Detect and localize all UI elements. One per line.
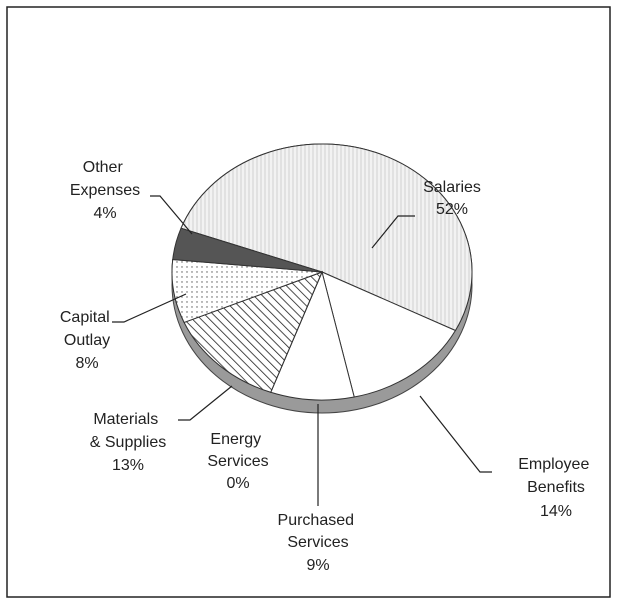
slice-pattern xyxy=(180,143,473,332)
slice-label: Materials & Supplies xyxy=(90,411,167,451)
slice-label: Employee Benefits xyxy=(518,456,594,496)
pie-slice xyxy=(321,271,457,398)
value-label: 13% xyxy=(112,457,144,474)
pie-slice xyxy=(270,270,355,401)
leader-line xyxy=(371,215,415,249)
value-label: 8% xyxy=(75,355,98,372)
value-label: 4% xyxy=(93,205,116,222)
leader-line xyxy=(178,385,233,421)
slice-label: Salaries xyxy=(423,179,481,196)
value-label: 14% xyxy=(540,503,572,520)
leader-line xyxy=(150,195,193,235)
slice-label: Other Expenses xyxy=(70,159,140,199)
value-label: 0% xyxy=(226,475,249,492)
slice-label: Capital Outlay xyxy=(60,309,114,349)
slice-label: Purchased Services xyxy=(278,512,359,551)
value-label: 9% xyxy=(306,557,329,574)
value-label: 52% xyxy=(436,201,468,218)
slice-label: Energy Services xyxy=(207,431,268,470)
pie-slice xyxy=(172,227,323,273)
leader-line xyxy=(419,395,492,473)
leader-line xyxy=(112,293,187,323)
slice-pattern xyxy=(183,271,323,393)
